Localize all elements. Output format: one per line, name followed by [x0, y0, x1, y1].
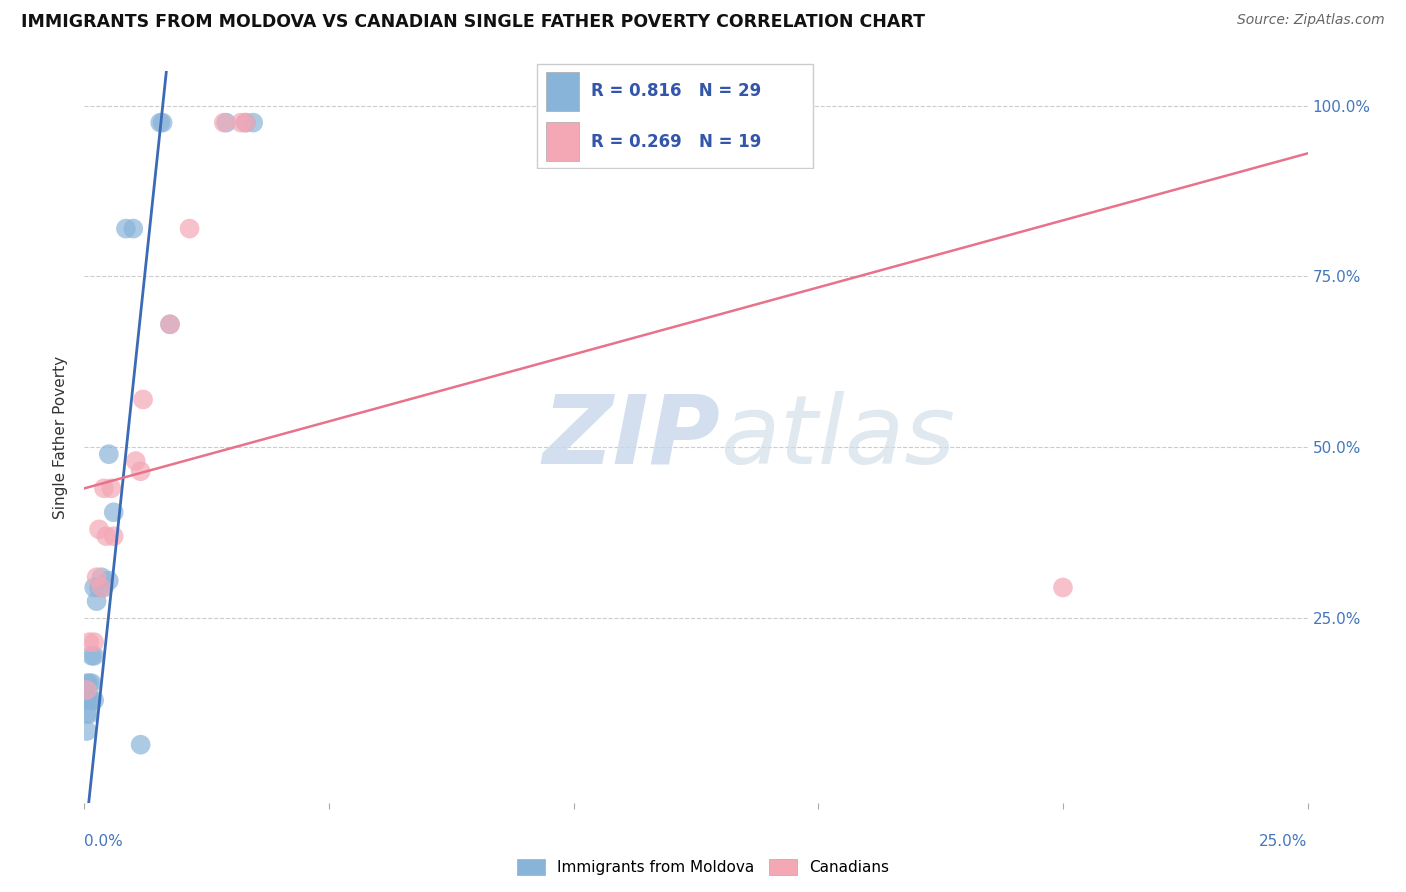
Point: [93, 581, 115, 595]
Point: [100, 481, 122, 495]
FancyBboxPatch shape: [537, 63, 813, 169]
Text: IMMIGRANTS FROM MOLDOVA VS CANADIAN SINGLE FATHER POVERTY CORRELATION CHART: IMMIGRANTS FROM MOLDOVA VS CANADIAN SING…: [21, 13, 925, 31]
Point: [87, 522, 110, 536]
Point: [235, 115, 257, 129]
Point: [90, 570, 112, 584]
Point: [83, 693, 105, 707]
Point: [76, 676, 98, 690]
Point: [77, 676, 100, 690]
Y-axis label: Single Father Poverty: Single Father Poverty: [53, 356, 69, 518]
Point: [80, 648, 103, 663]
Point: [83, 581, 105, 595]
Point: [77, 693, 100, 707]
Point: [80, 693, 103, 707]
Point: [122, 221, 145, 235]
Text: R = 0.816   N = 29: R = 0.816 N = 29: [591, 82, 761, 100]
Text: 0.0%: 0.0%: [84, 834, 124, 849]
Point: [76, 724, 98, 739]
Point: [76, 693, 98, 707]
Text: atlas: atlas: [720, 391, 956, 483]
Point: [77, 706, 100, 721]
Point: [103, 505, 125, 519]
Point: [87, 581, 110, 595]
Point: [215, 115, 238, 129]
Point: [229, 115, 252, 129]
Text: ZIP: ZIP: [543, 391, 720, 483]
Legend: Immigrants from Moldova, Canadians: Immigrants from Moldova, Canadians: [517, 860, 889, 875]
Point: [159, 318, 181, 332]
Point: [1052, 581, 1074, 595]
FancyBboxPatch shape: [546, 72, 579, 111]
Text: R = 0.269   N = 19: R = 0.269 N = 19: [591, 133, 761, 151]
Point: [149, 115, 172, 129]
Point: [179, 221, 201, 235]
Point: [83, 635, 105, 649]
Point: [129, 464, 152, 478]
Point: [152, 115, 174, 129]
Point: [115, 221, 138, 235]
Text: Source: ZipAtlas.com: Source: ZipAtlas.com: [1237, 13, 1385, 28]
Point: [96, 529, 118, 543]
Point: [159, 318, 181, 332]
Point: [129, 738, 152, 752]
Point: [80, 676, 103, 690]
Point: [77, 635, 100, 649]
Point: [97, 447, 120, 461]
Point: [86, 594, 108, 608]
Point: [86, 570, 108, 584]
Point: [132, 392, 155, 407]
FancyBboxPatch shape: [546, 122, 579, 161]
Point: [97, 574, 120, 588]
Point: [76, 683, 98, 698]
Point: [93, 481, 115, 495]
Point: [103, 529, 125, 543]
Point: [83, 648, 105, 663]
Point: [76, 706, 98, 721]
Point: [242, 115, 264, 129]
Text: 25.0%: 25.0%: [1260, 834, 1308, 849]
Point: [125, 454, 148, 468]
Point: [90, 581, 112, 595]
Point: [235, 115, 257, 129]
Point: [212, 115, 235, 129]
